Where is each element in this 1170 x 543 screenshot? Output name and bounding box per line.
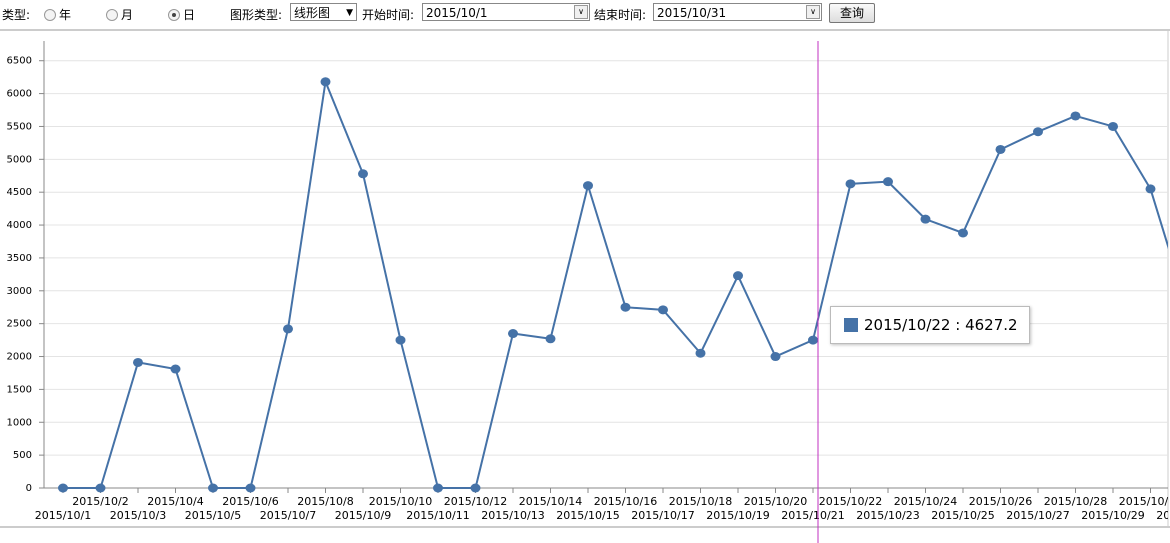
tooltip-value: 4627.2 [965,316,1018,334]
point [1033,127,1043,137]
point [770,352,781,362]
y-tick-label: 4500 [7,187,32,198]
y-tick-label: 3500 [7,253,32,264]
x-tick-label: 2015/10/20 [744,495,807,508]
x-tick-label: 2015/10/25 [931,509,994,522]
point [245,483,256,493]
point [920,214,931,224]
tooltip: 2015/10/22 : 4627.2 [830,306,1030,344]
x-tick-label: 2015/10/9 [335,509,391,522]
x-tick-label: 2015/10/27 [1006,509,1069,522]
y-tick-label: 6000 [7,89,32,100]
tooltip-category: 2015/10/22 [864,316,951,334]
x-tick-label: 2015/10/15 [556,509,619,522]
x-tick-label: 2015/10/18 [669,495,732,508]
input-value: 2015/10/1 [426,6,488,20]
point [395,335,406,345]
point [1070,111,1081,121]
x-tick-label: 2015/10/12 [444,495,507,508]
y-tick-label: 6500 [7,56,32,67]
point [283,324,293,334]
y-tick-label: 4000 [7,220,32,231]
x-tick-label: 2015/10/13 [481,509,544,522]
point [883,177,893,187]
point [433,483,443,493]
x-tick-label: 2015/10/21 [781,509,844,522]
type-label: 类型: [2,8,31,22]
point [358,169,368,179]
radio-label: 年 [59,8,72,22]
chart-type-label: 图形类型: [230,8,283,22]
x-tick-label: 2015/10/29 [1081,509,1144,522]
radio-year[interactable]: 年 [44,6,71,23]
point [658,305,668,315]
line [63,78,1168,489]
point [208,483,218,493]
point [808,335,818,345]
point [583,181,593,191]
y-tick-label: 5500 [7,121,32,132]
y-tick-label: 1000 [7,417,32,428]
point [320,77,331,87]
point [1145,184,1156,194]
point [170,364,181,374]
y-tick-label: 0 [26,483,32,494]
end-label: 结束时间: [594,8,647,22]
x-tick-label: 2015/10/6 [222,495,278,508]
x-tick-label: 2015/10/16 [594,495,657,508]
x-tick-label: 2015/10/7 [260,509,316,522]
point [733,271,743,281]
point [545,334,556,344]
toolbar: 类型: 年 月 日 图形类型: 线形图 ▼ 开始时间: 2015/10/1 ∨ 结束… [0,0,1170,28]
radio-label: 月 [121,8,134,22]
y-tick-label: 1500 [7,384,32,395]
x-tick-label: 2015/10/1 [35,509,91,522]
x-tick-label: 2015/10/26 [969,495,1032,508]
point [1108,121,1118,131]
y-tick-label: 3000 [7,286,32,297]
x-tick-label: 2015/10/28 [1044,495,1107,508]
point [133,357,143,367]
point [995,144,1006,154]
x-tick-label: 2015/10/22 [819,495,882,508]
point [845,179,856,189]
x-tick-label: 2015/10/4 [147,495,203,508]
chart-type-select[interactable]: 线形图 ▼ [290,3,357,21]
start-input[interactable]: 2015/10/1 ∨ [422,3,590,21]
radio-label: 日 [183,8,196,22]
point [508,329,518,339]
x-tick-label: 2015/10/14 [519,495,582,508]
radio-day[interactable]: 日 [168,6,195,23]
select-value: 线形图 [294,6,331,20]
point [620,302,631,312]
y-tick-label: 5000 [7,154,32,165]
radio-month[interactable]: 月 [106,6,133,23]
point [958,228,968,238]
x-tick-label: 2015/10/8 [297,495,353,508]
end-input[interactable]: 2015/10/31 ∨ [653,3,822,21]
y-tick-label: 2000 [7,352,32,363]
x-tick-label: 2015/10/3 [110,509,166,522]
x-tick-label: 2015/10/23 [856,509,919,522]
input-value: 2015/10/31 [657,6,727,20]
x-tick-label: 2015/10/24 [894,495,957,508]
y-tick-label: 2500 [7,319,32,330]
x-tick-label: 2015/10/19 [706,509,769,522]
x-tick-label: 2015/10/2 [72,495,128,508]
point [58,483,68,493]
start-label: 开始时间: [362,8,415,22]
point [470,483,481,493]
x-tick-label: 2015/10/10 [369,495,432,508]
y-tick-label: 500 [13,450,32,461]
x-tick-label: 2015/10/11 [406,509,469,522]
point [695,348,706,358]
point [95,483,106,493]
x-tick-label: 2015/10/30 [1119,495,1170,508]
x-tick-label: 2015/10/5 [185,509,241,522]
query-button[interactable]: 查询 [829,3,876,23]
x-tick-label: 2015/10/17 [631,509,694,522]
x-tick-label: 2015/10/31 [1156,509,1170,522]
